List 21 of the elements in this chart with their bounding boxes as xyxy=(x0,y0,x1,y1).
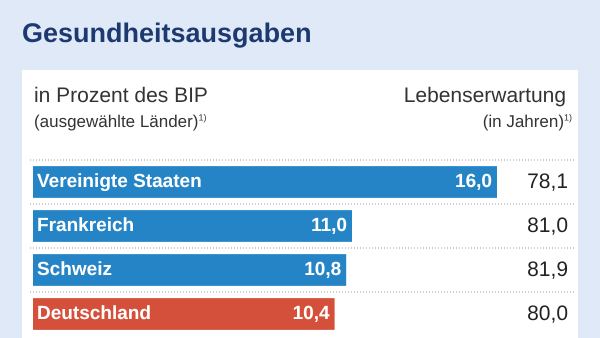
data-label: 10,8 xyxy=(304,259,342,280)
chart-title: Gesundheitsausgaben xyxy=(22,18,312,49)
data-label: 16,0 xyxy=(455,171,492,192)
y-tick-label: Deutschland xyxy=(37,303,152,324)
y-tick-label: Schweiz xyxy=(37,259,112,280)
text: (ausgewählte Länder)$^{1)}$ xyxy=(34,112,206,132)
chart-subtitle: in Prozent des BIP xyxy=(34,84,208,108)
y-tick-label: Frankreich xyxy=(37,215,134,236)
text: 81,9 xyxy=(527,258,568,281)
text: 80,0 xyxy=(527,302,568,325)
bar xyxy=(33,166,497,198)
text: Lebenserwartung xyxy=(404,84,566,108)
text: 81,0 xyxy=(527,214,568,237)
bar xyxy=(33,298,335,330)
text: 78,1 xyxy=(527,170,568,193)
y-tick-label: Vereinigte Staaten xyxy=(37,171,202,192)
data-label: 11,0 xyxy=(311,215,347,236)
data-label: 10,4 xyxy=(292,303,330,324)
bar xyxy=(33,254,346,286)
bar xyxy=(33,210,352,242)
text: (in Jahren)$^{1)}$ xyxy=(482,112,572,132)
